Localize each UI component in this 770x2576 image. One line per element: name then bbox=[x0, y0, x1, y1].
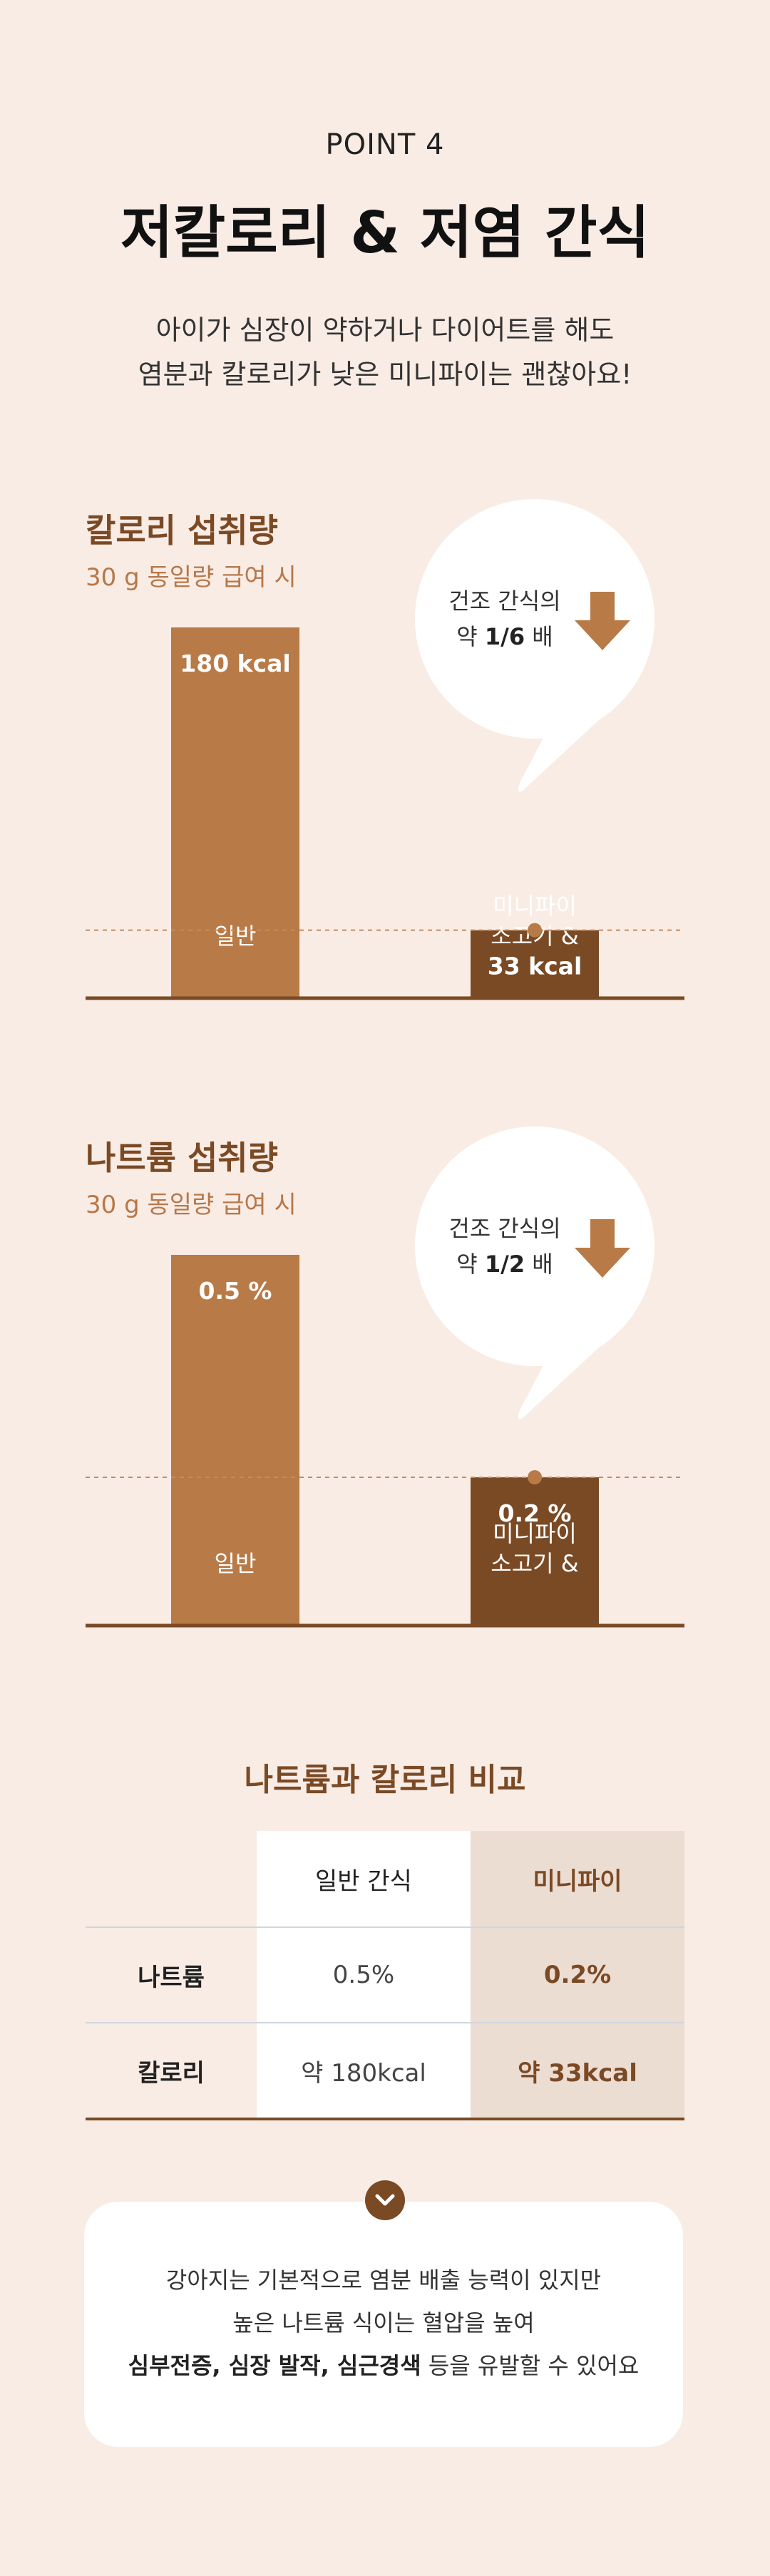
table-row: 칼로리 약 180kcal 약 33kcal bbox=[86, 2022, 684, 2120]
note-emphasis: 심부전증, 심장 발작, 심근경색 bbox=[128, 2352, 421, 2379]
calorie-callout-line1: 건조 간식의 bbox=[448, 587, 560, 615]
note-line-2: 높은 나트륨 식이는 혈압을 높여 bbox=[232, 2309, 535, 2336]
point-label: POINT 4 bbox=[325, 128, 445, 161]
table-cell-mini: 0.2% bbox=[471, 1926, 684, 2023]
calorie-value-label-0: 180 kcal bbox=[180, 650, 290, 677]
note-box bbox=[84, 2202, 683, 2447]
arrow-down-icon bbox=[575, 592, 630, 650]
sodium-chart-title: 나트륨 섭취량 bbox=[86, 1139, 278, 1177]
calorie-callout-suffix: 배 bbox=[525, 623, 553, 650]
calorie-chart-title: 칼로리 섭취량 bbox=[86, 511, 278, 550]
sodium-category-label-1: 미니파이 bbox=[493, 1520, 577, 1547]
sodium-bar-1 bbox=[471, 1477, 599, 1626]
note-line-1: 강아지는 기본적으로 염분 배출 능력이 있지만 bbox=[165, 2267, 602, 2294]
note-line-3: 심부전증, 심장 발작, 심근경색 등을 유발할 수 있어요 bbox=[84, 2344, 683, 2387]
sodium-chart-subtitle: 30 g 동일량 급여 시 bbox=[86, 1191, 297, 1219]
arrow-down-icon bbox=[575, 1219, 630, 1278]
calorie-callout-dot bbox=[528, 923, 542, 938]
description-line-2: 염분과 칼로리가 낮은 미니파이는 괜찮아요! bbox=[138, 359, 632, 390]
calorie-callout-line2: 약 1/6 배 bbox=[456, 623, 553, 650]
calorie-bar-0 bbox=[171, 627, 299, 998]
calorie-callout-tail bbox=[518, 720, 599, 792]
table-header-row: 일반 간식 미니파이 bbox=[86, 1831, 684, 1927]
table-row-label: 칼로리 bbox=[86, 2022, 257, 2120]
sodium-value-label-1: 0.2 % bbox=[498, 1499, 571, 1527]
description-line-1: 아이가 심장이 약하거나 다이어트를 해도 bbox=[155, 314, 615, 346]
table-row-label: 나트륨 bbox=[86, 1926, 257, 2023]
chevron-down-icon bbox=[365, 2180, 405, 2220]
comparison-table: 일반 간식 미니파이 나트륨 0.5% 0.2% 칼로리 약 180kcal 약… bbox=[86, 1831, 684, 2120]
table-header-general: 일반 간식 bbox=[257, 1831, 471, 1927]
calorie-value-label-1: 33 kcal bbox=[488, 953, 582, 980]
sodium-callout-bubble bbox=[415, 1127, 654, 1366]
sodium-callout-line1: 건조 간식의 bbox=[448, 1215, 560, 1242]
note-line-3-rest: 등을 유발할 수 있어요 bbox=[421, 2352, 640, 2379]
calorie-chart-subtitle: 30 g 동일량 급여 시 bbox=[86, 563, 297, 592]
comparison-table-title: 나트륨과 칼로리 비교 bbox=[244, 1762, 526, 1798]
calorie-callout-ratio: 1/6 bbox=[485, 623, 525, 650]
calorie-callout-prefix: 약 bbox=[456, 623, 485, 650]
calorie-bar-1 bbox=[471, 930, 599, 998]
sodium-category-label-0: 일반 bbox=[215, 1550, 257, 1577]
page-title: 저칼로리 & 저염 간식 bbox=[120, 200, 650, 266]
table-header-mini: 미니파이 bbox=[471, 1831, 684, 1927]
table-cell-general: 약 180kcal bbox=[257, 2022, 471, 2120]
sodium-callout-dot bbox=[528, 1470, 542, 1484]
sodium-value-label-0: 0.5 % bbox=[198, 1277, 272, 1305]
table-row: 나트륨 0.5% 0.2% bbox=[86, 1926, 684, 2023]
table-header-empty bbox=[86, 1831, 257, 1927]
sodium-callout-tail bbox=[518, 1348, 599, 1420]
calorie-category-label-0: 일반 bbox=[215, 923, 257, 950]
sodium-callout-suffix: 배 bbox=[525, 1251, 553, 1278]
note-text: 강아지는 기본적으로 염분 배출 능력이 있지만 높은 나트륨 식이는 혈압을 … bbox=[84, 2259, 683, 2387]
sodium-callout-ratio: 1/2 bbox=[485, 1251, 525, 1278]
table-cell-general: 0.5% bbox=[257, 1926, 471, 2023]
sodium-callout-prefix: 약 bbox=[456, 1251, 485, 1278]
description: 아이가 심장이 약하거나 다이어트를 해도 염분과 칼로리가 낮은 미니파이는 … bbox=[0, 308, 770, 396]
table-cell-mini: 약 33kcal bbox=[471, 2022, 684, 2120]
sodium-bar-0 bbox=[171, 1255, 299, 1626]
calorie-category-label-1: 미니파이 bbox=[493, 893, 577, 920]
sodium-callout-line2: 약 1/2 배 bbox=[456, 1251, 553, 1278]
calorie-callout-bubble bbox=[415, 499, 654, 739]
sodium-category-label-1: 소고기 & bbox=[491, 1550, 578, 1577]
